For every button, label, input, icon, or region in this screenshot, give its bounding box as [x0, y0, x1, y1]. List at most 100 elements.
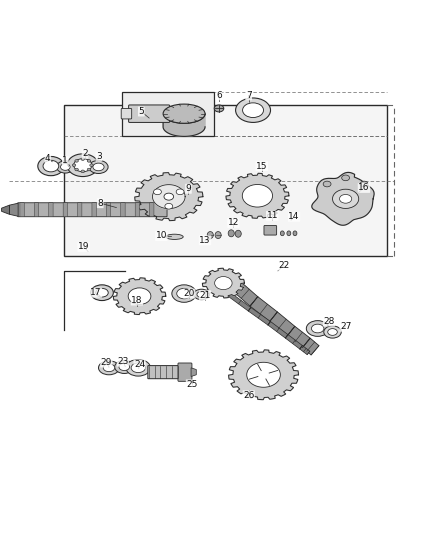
FancyBboxPatch shape: [63, 203, 67, 217]
Ellipse shape: [280, 231, 284, 236]
Polygon shape: [270, 312, 295, 336]
Ellipse shape: [165, 204, 173, 209]
Text: 11: 11: [266, 212, 278, 220]
Polygon shape: [229, 293, 251, 311]
Ellipse shape: [306, 321, 329, 336]
Ellipse shape: [214, 105, 224, 112]
Ellipse shape: [96, 288, 108, 297]
Ellipse shape: [172, 285, 196, 302]
Text: 5: 5: [138, 107, 144, 116]
Text: 18: 18: [131, 296, 143, 305]
Text: 16: 16: [358, 183, 370, 192]
Polygon shape: [287, 326, 310, 348]
Ellipse shape: [197, 292, 206, 297]
Ellipse shape: [67, 154, 99, 176]
Polygon shape: [152, 184, 185, 208]
Ellipse shape: [163, 104, 205, 123]
Text: 15: 15: [256, 161, 268, 171]
Ellipse shape: [81, 170, 85, 173]
Ellipse shape: [328, 329, 337, 335]
Ellipse shape: [164, 193, 173, 200]
Polygon shape: [233, 281, 258, 306]
Polygon shape: [202, 268, 244, 298]
Text: 21: 21: [199, 291, 211, 300]
Polygon shape: [135, 173, 203, 221]
Ellipse shape: [207, 231, 213, 239]
FancyBboxPatch shape: [49, 203, 53, 217]
Ellipse shape: [74, 159, 92, 172]
Ellipse shape: [91, 285, 113, 301]
Polygon shape: [302, 338, 319, 355]
Ellipse shape: [247, 362, 280, 387]
Text: 10: 10: [155, 231, 167, 240]
Ellipse shape: [228, 230, 234, 237]
FancyBboxPatch shape: [78, 203, 82, 217]
Text: 14: 14: [288, 212, 300, 221]
Ellipse shape: [75, 159, 78, 162]
Polygon shape: [226, 173, 289, 218]
Ellipse shape: [128, 288, 151, 304]
FancyBboxPatch shape: [129, 105, 170, 123]
Ellipse shape: [87, 168, 91, 171]
Ellipse shape: [43, 160, 59, 172]
Text: 13: 13: [199, 236, 211, 245]
Ellipse shape: [90, 164, 93, 166]
FancyBboxPatch shape: [178, 363, 192, 381]
Text: 6: 6: [216, 91, 222, 100]
Text: 23: 23: [117, 357, 129, 366]
Text: 7: 7: [246, 91, 251, 100]
Polygon shape: [268, 321, 288, 338]
Ellipse shape: [332, 189, 359, 208]
Ellipse shape: [131, 363, 145, 373]
FancyBboxPatch shape: [121, 108, 132, 119]
Ellipse shape: [177, 288, 191, 299]
Polygon shape: [218, 286, 231, 297]
Polygon shape: [250, 296, 277, 321]
Text: 8: 8: [97, 199, 103, 208]
Ellipse shape: [154, 189, 162, 195]
Text: 17: 17: [90, 288, 102, 297]
Polygon shape: [191, 368, 196, 376]
Ellipse shape: [293, 231, 297, 236]
Text: 24: 24: [134, 360, 145, 369]
Ellipse shape: [324, 326, 341, 338]
Text: 19: 19: [78, 243, 89, 252]
Polygon shape: [223, 273, 241, 290]
Ellipse shape: [93, 163, 104, 171]
Ellipse shape: [72, 164, 76, 166]
Ellipse shape: [287, 231, 291, 236]
Ellipse shape: [339, 195, 352, 203]
Ellipse shape: [119, 364, 130, 370]
Ellipse shape: [311, 324, 324, 333]
Ellipse shape: [57, 161, 74, 173]
Polygon shape: [285, 335, 302, 349]
Polygon shape: [122, 92, 214, 135]
FancyBboxPatch shape: [121, 203, 125, 217]
Text: 3: 3: [96, 152, 102, 161]
Ellipse shape: [75, 168, 78, 171]
Text: 29: 29: [101, 358, 112, 367]
Ellipse shape: [176, 189, 184, 195]
Ellipse shape: [87, 159, 91, 162]
Polygon shape: [229, 350, 298, 400]
Ellipse shape: [342, 175, 350, 181]
Text: 1: 1: [63, 156, 68, 165]
Polygon shape: [163, 114, 205, 136]
FancyBboxPatch shape: [148, 366, 190, 379]
Ellipse shape: [242, 184, 272, 207]
Ellipse shape: [243, 103, 264, 118]
Polygon shape: [312, 172, 374, 225]
Ellipse shape: [215, 231, 221, 239]
Ellipse shape: [323, 181, 331, 187]
FancyBboxPatch shape: [18, 203, 167, 217]
Ellipse shape: [103, 364, 115, 372]
Ellipse shape: [194, 289, 209, 300]
Ellipse shape: [81, 158, 85, 160]
Ellipse shape: [99, 361, 120, 375]
Text: 12: 12: [228, 219, 239, 228]
Ellipse shape: [38, 157, 64, 176]
FancyBboxPatch shape: [106, 203, 111, 217]
Polygon shape: [248, 308, 271, 325]
Text: 2: 2: [82, 149, 88, 158]
Ellipse shape: [235, 230, 241, 237]
